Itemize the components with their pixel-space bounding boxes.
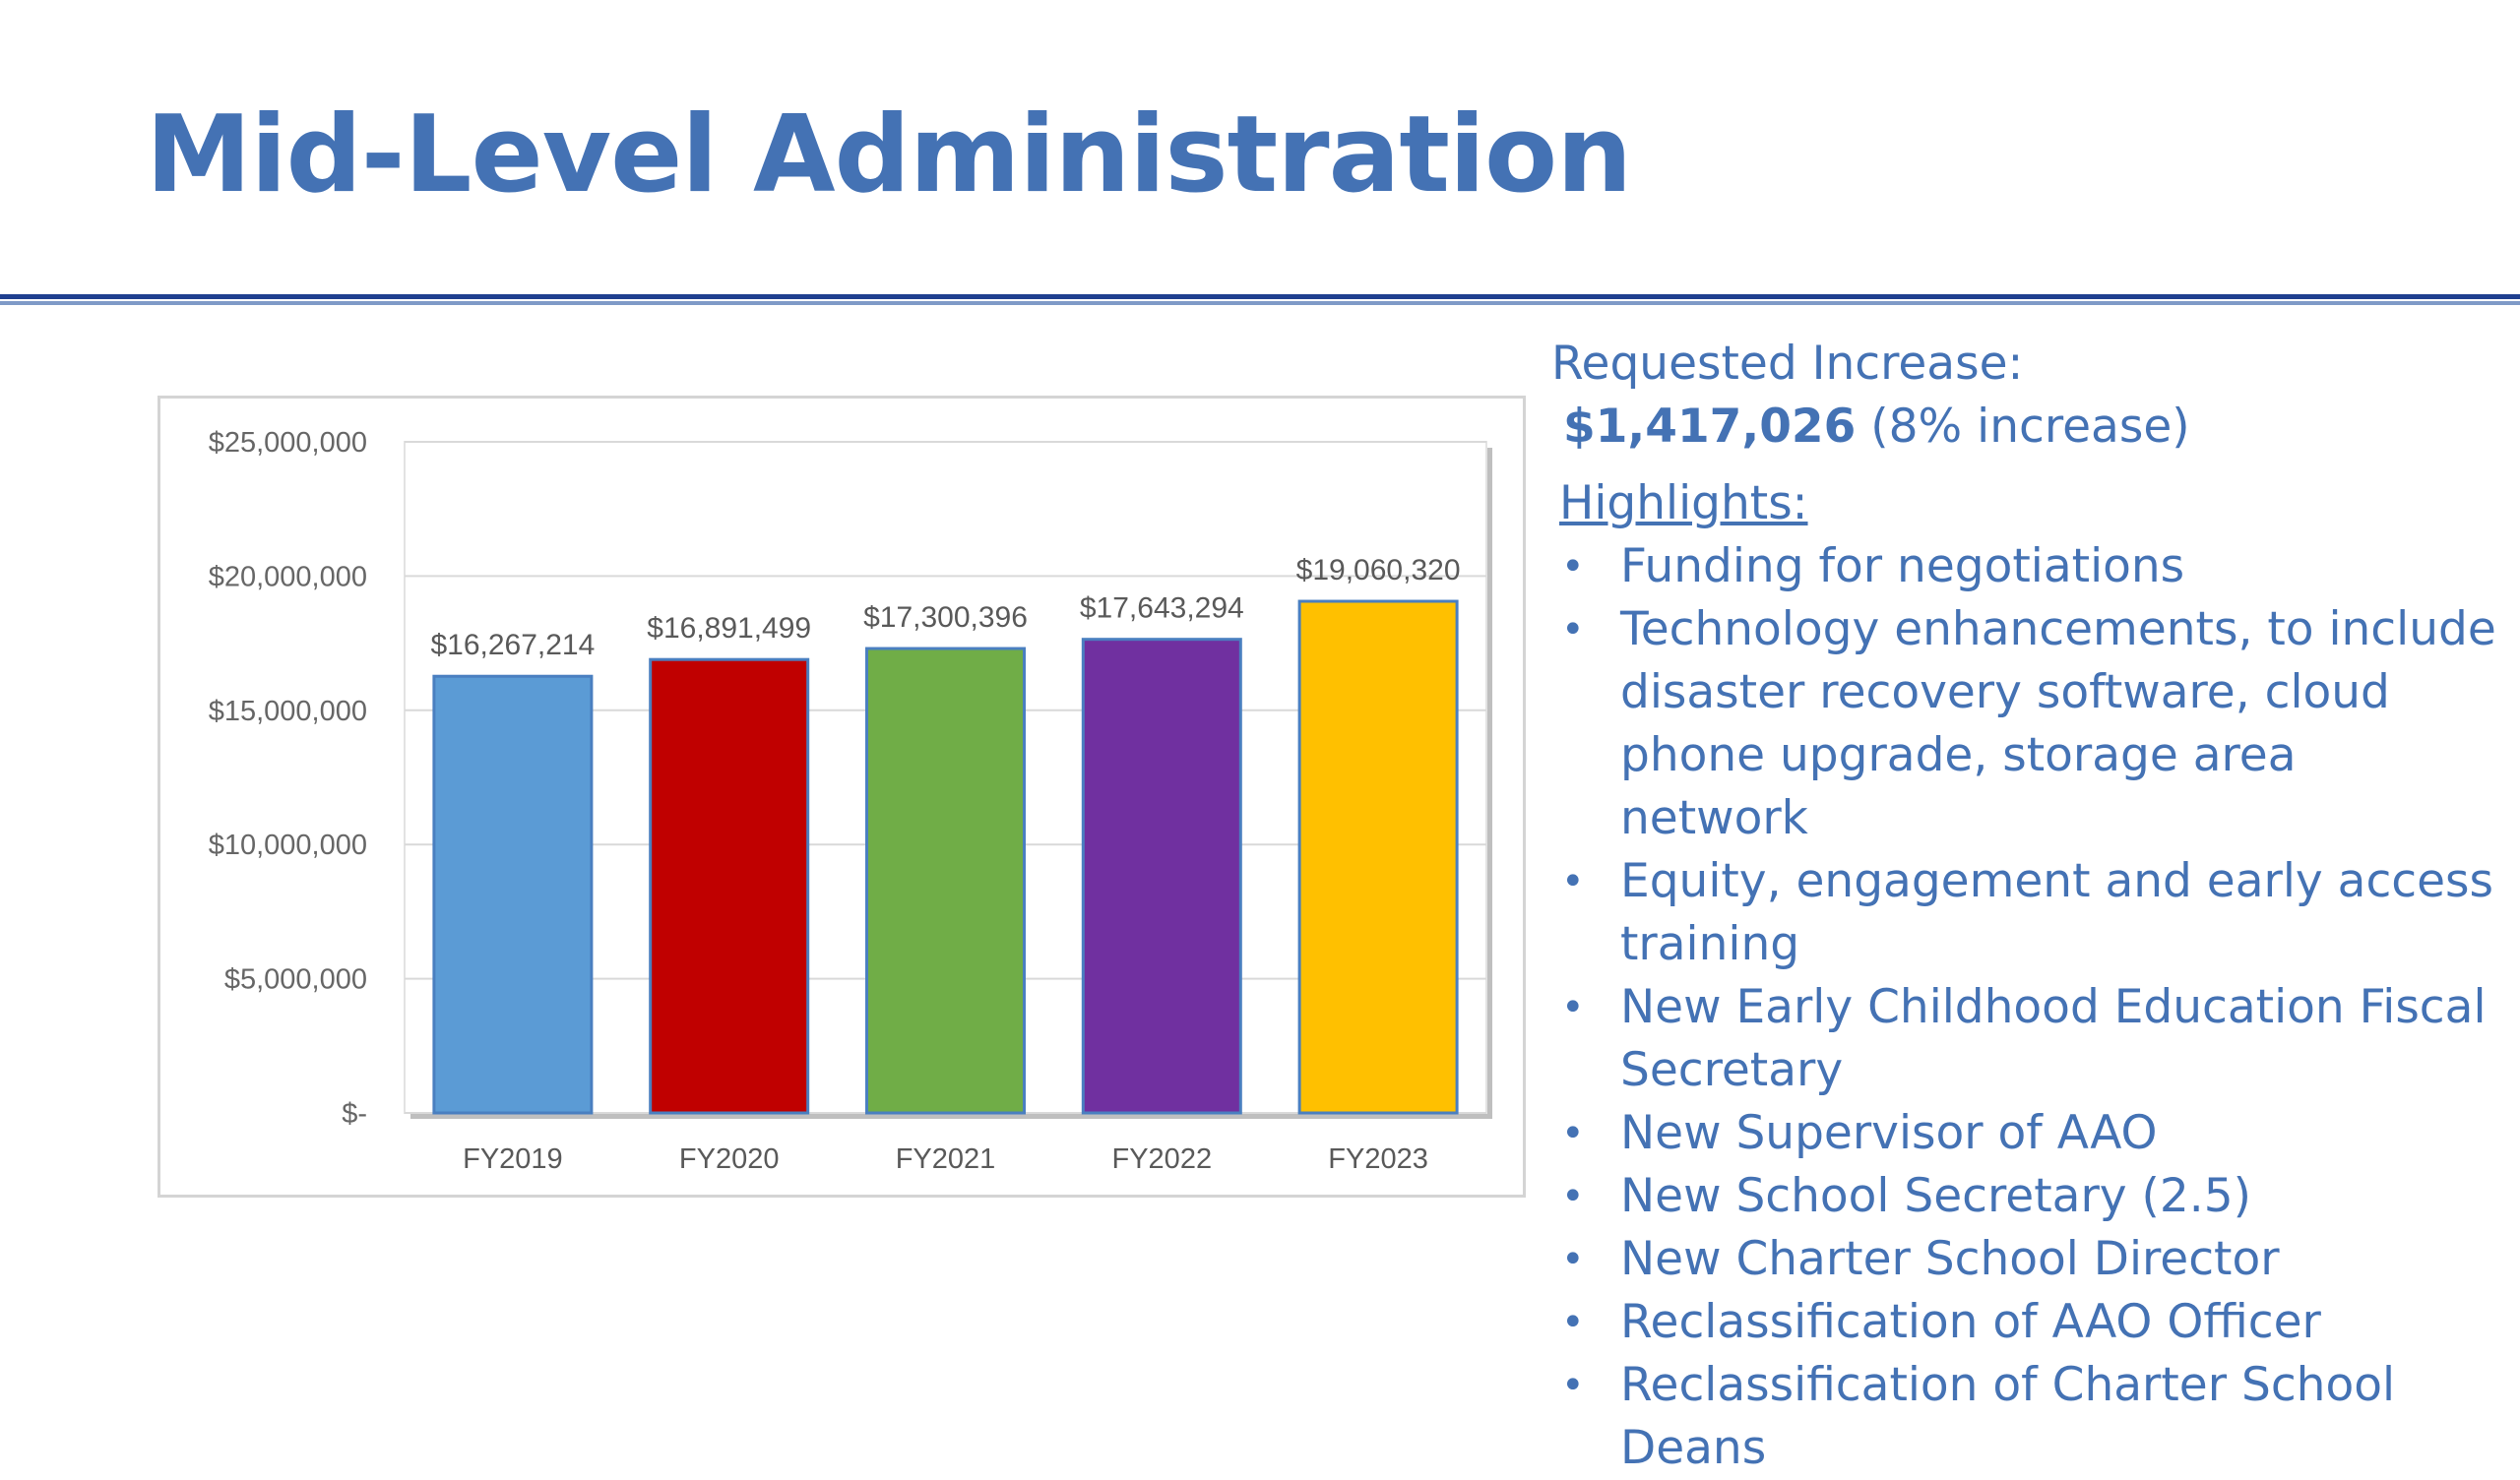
- bullet-icon: •: [1561, 544, 1585, 589]
- highlight-item: • Equity, engagement and early access tra…: [1551, 850, 2496, 976]
- bullet-icon: •: [1561, 859, 1585, 904]
- title-divider-accent: [0, 301, 2520, 305]
- bar: [1297, 599, 1459, 1115]
- bullet-icon: •: [1561, 1237, 1585, 1282]
- highlight-item: • New Early Childhood Education Fiscal Se…: [1551, 976, 2496, 1102]
- bar: [649, 657, 810, 1115]
- highlight-text: Reclassification of AAO Officer: [1620, 1295, 2321, 1349]
- data-label: $16,267,214: [430, 629, 595, 661]
- highlight-text: Equity, engagement and early access trai…: [1620, 854, 2494, 971]
- highlight-item: • New Charter School Director: [1551, 1228, 2496, 1291]
- highlight-text: New Early Childhood Education Fiscal Sec…: [1620, 980, 2487, 1097]
- bar: [432, 674, 594, 1115]
- highlight-item: • Reclassification of AAO Officer: [1551, 1291, 2496, 1354]
- highlight-item: • New Supervisor of AAO: [1551, 1102, 2496, 1165]
- plot-area-shadow: [1484, 448, 1492, 1119]
- data-label: $17,300,396: [863, 601, 1028, 634]
- y-tick-label: $15,000,000: [209, 696, 367, 727]
- bullet-icon: •: [1561, 1174, 1585, 1219]
- y-tick-label: $20,000,000: [209, 561, 367, 592]
- x-tick-label: FY2022: [1112, 1143, 1213, 1175]
- highlight-item: • Technology enhancements, to include dis…: [1551, 598, 2496, 850]
- bar: [1081, 638, 1242, 1115]
- x-tick-label: FY2021: [896, 1143, 996, 1175]
- x-tick-label: FY2023: [1328, 1143, 1428, 1175]
- y-tick-label: $10,000,000: [209, 830, 367, 861]
- bullet-icon: •: [1561, 1363, 1585, 1408]
- slide-title: Mid-Level Administration: [146, 93, 1632, 216]
- data-label: $16,891,499: [647, 612, 811, 645]
- x-tick-label: FY2020: [679, 1143, 780, 1175]
- bullet-icon: •: [1561, 1300, 1585, 1345]
- bar: [865, 647, 1026, 1115]
- data-label: $19,060,320: [1296, 554, 1461, 586]
- title-divider: [0, 294, 2520, 299]
- y-tick-label: $25,000,000: [209, 427, 367, 459]
- chart-frame: $- $5,000,000 $10,000,000 $15,000,000 $20,00…: [158, 396, 1526, 1198]
- side-panel: Requested Increase: $1,417,026 (8% incre…: [1551, 333, 2496, 1480]
- highlight-text: Technology enhancements, to include disa…: [1620, 602, 2496, 845]
- highlights-label: Highlights:: [1559, 476, 1808, 530]
- y-tick-label: $5,000,000: [224, 964, 367, 996]
- y-tick-label: $-: [342, 1098, 367, 1130]
- highlight-item: • Reclassification of Charter School Dean…: [1551, 1354, 2496, 1480]
- data-label: $17,643,294: [1080, 592, 1244, 625]
- bullet-icon: •: [1561, 1111, 1585, 1156]
- plot-area-shadow-bottom: [410, 1113, 1492, 1119]
- requested-percent: (8% increase): [1870, 400, 2190, 454]
- bullet-icon: •: [1561, 985, 1585, 1030]
- requested-increase-line: $1,417,026 (8% increase): [1563, 396, 2496, 459]
- highlight-item: • New School Secretary (2.5): [1551, 1165, 2496, 1228]
- highlight-text: New School Secretary (2.5): [1620, 1169, 2251, 1223]
- highlight-item: • Funding for negotiations: [1551, 535, 2496, 598]
- requested-increase-label: Requested Increase:: [1551, 337, 2024, 391]
- highlights-list: • Funding for negotiations • Technology enh…: [1551, 535, 2496, 1480]
- highlight-text: New Charter School Director: [1620, 1232, 2280, 1286]
- bar-chart: $- $5,000,000 $10,000,000 $15,000,000 $20,00…: [209, 427, 1492, 1175]
- bullet-icon: •: [1561, 607, 1585, 652]
- x-tick-label: FY2019: [463, 1143, 563, 1175]
- requested-amount: $1,417,026: [1563, 400, 1857, 454]
- highlight-text: New Supervisor of AAO: [1620, 1106, 2158, 1160]
- highlight-text: Funding for negotiations: [1620, 539, 2185, 593]
